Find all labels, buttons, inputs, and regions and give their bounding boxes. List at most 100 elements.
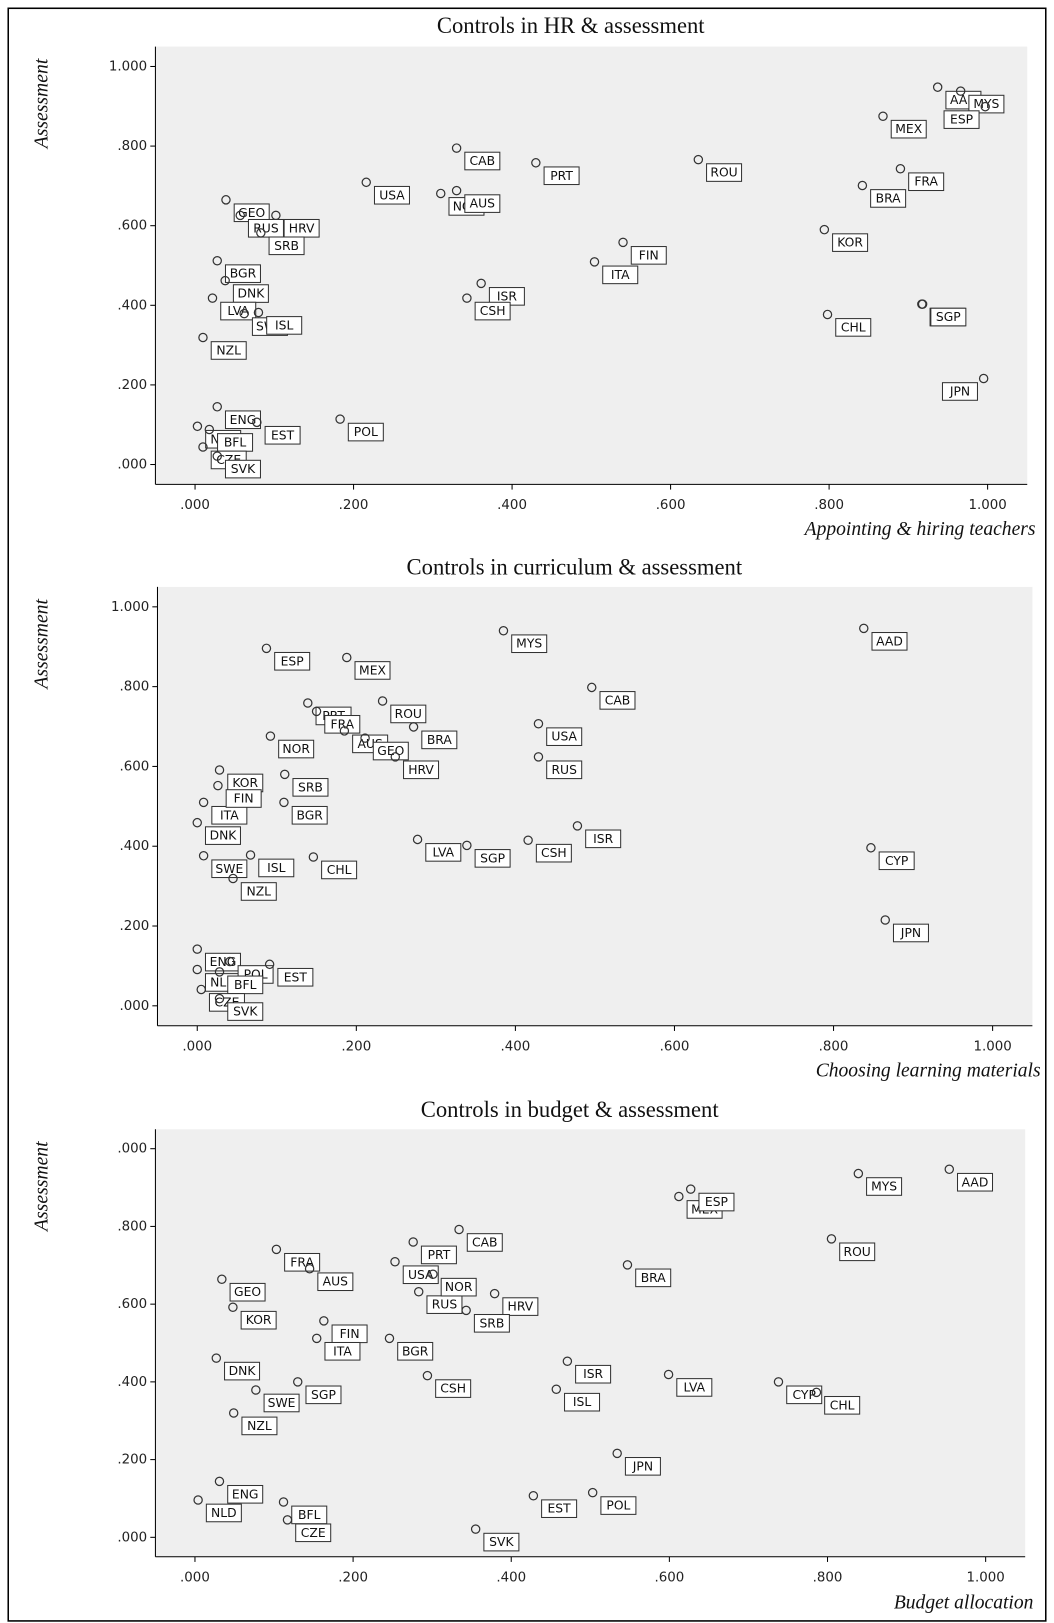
point (408, 722, 419, 732)
point-label-box (227, 975, 264, 995)
point-label-box (347, 422, 384, 442)
point-label-box (324, 714, 361, 734)
point-label: JPN (949, 384, 970, 398)
point (498, 626, 509, 636)
point-label-box (266, 316, 303, 335)
point-label-box (224, 459, 261, 479)
point-label-group: CHL (321, 860, 358, 880)
point-label: CSH (440, 1382, 466, 1396)
point-label-group: POL (600, 1496, 637, 1515)
point-label-box (483, 1532, 520, 1552)
point (693, 154, 704, 165)
point-label: SVK (489, 1535, 514, 1549)
point (245, 850, 256, 860)
point-label-group: BRA (635, 1268, 672, 1288)
point-label: CAB (470, 154, 496, 168)
point-label: BRA (876, 191, 902, 205)
y-tick-label: .200 (117, 1453, 147, 1468)
point-label-group: DNK (204, 826, 241, 845)
point-label-box (229, 1282, 266, 1302)
point-label-group: SWE (263, 1393, 300, 1413)
x-tick-label: .200 (338, 1570, 368, 1585)
point-label-group: PRT (420, 1245, 457, 1265)
point (944, 1164, 955, 1175)
point-label-box (630, 246, 667, 265)
point (390, 752, 401, 762)
point-label: NLD (211, 1506, 237, 1520)
point (204, 424, 215, 435)
point (253, 307, 264, 318)
point-label-box (546, 727, 583, 746)
point-label-group: RUS (426, 1295, 463, 1314)
point-label-group: MEX (354, 661, 391, 680)
point-label-box (474, 849, 511, 868)
point (674, 1191, 684, 1202)
point-label: FIN (639, 248, 659, 262)
point (436, 188, 446, 199)
point (211, 1353, 222, 1363)
point (451, 143, 462, 153)
y-axis-label: Assessment (31, 598, 52, 690)
point-label-group: RUS (546, 760, 583, 780)
y-tick-label: .000 (119, 999, 149, 1014)
point-label-box (892, 923, 929, 943)
point-label-box (225, 789, 262, 808)
point-label-box (264, 425, 301, 445)
point (311, 1333, 322, 1344)
x-axis-label: Budget allocation (894, 1592, 1034, 1613)
point-label: SVK (233, 1005, 258, 1019)
point (265, 731, 276, 741)
point-label-box (227, 1484, 264, 1504)
point (278, 1497, 289, 1507)
point-label-group: DNK (232, 284, 269, 303)
point-label-group: EST (264, 425, 301, 445)
point (773, 1377, 784, 1387)
point-label-box (502, 1297, 539, 1316)
point-label-group: SGP (930, 307, 967, 327)
x-tick-label: .400 (497, 498, 527, 513)
x-tick-label: .800 (814, 498, 844, 513)
point-label: MEX (895, 122, 922, 136)
point-label-group: SRB (292, 778, 329, 797)
point (663, 1369, 674, 1380)
point-label: BGR (296, 808, 323, 822)
y-tick-label: .000 (117, 1530, 147, 1545)
point-label-box (474, 301, 511, 321)
point-label-group: GEO (233, 203, 270, 223)
point-label-group: ESP (943, 110, 980, 129)
point (213, 780, 223, 791)
point-label: NZL (246, 884, 271, 898)
point-label-box (676, 1378, 713, 1397)
point-label-group: ENG (204, 952, 241, 972)
point-label-box (258, 858, 295, 878)
x-tick-label: .000 (180, 1570, 210, 1585)
y-tick-label: .800 (119, 680, 149, 695)
point-label-box (317, 1272, 354, 1292)
point-label: SVK (231, 462, 256, 476)
point-label: USA (379, 188, 405, 202)
point (220, 275, 230, 286)
point (880, 915, 890, 925)
point-label-group: CAB (464, 151, 501, 171)
point (955, 86, 966, 96)
point (311, 706, 322, 717)
point-label-group: HRV (283, 218, 320, 238)
point-label: CAB (472, 1235, 498, 1249)
point-label-group: JPN (624, 1457, 661, 1476)
point-label-group: EST (277, 967, 314, 987)
point-label-box (277, 967, 314, 987)
point-label-box (425, 843, 462, 862)
point-label-box (824, 1395, 861, 1415)
x-tick-label: .800 (819, 1039, 849, 1054)
point-label-box (464, 151, 501, 171)
x-tick-label: 1.000 (967, 1570, 1005, 1585)
point (342, 652, 352, 663)
point (866, 843, 876, 853)
point (422, 1370, 433, 1381)
point-label: SRB (298, 780, 323, 794)
point-label-box (268, 236, 305, 256)
point-label-box (575, 1364, 612, 1384)
point-label: EST (284, 970, 308, 984)
point (413, 1286, 424, 1297)
